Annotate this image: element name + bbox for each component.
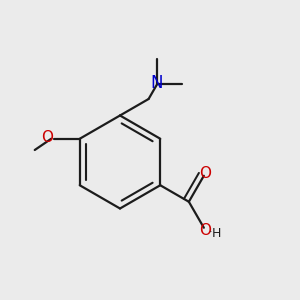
Text: H: H [212,226,222,240]
Text: O: O [199,223,211,238]
Text: ·: · [209,226,213,237]
Text: O: O [199,166,211,181]
Text: N: N [151,74,163,92]
Text: O: O [41,130,53,145]
